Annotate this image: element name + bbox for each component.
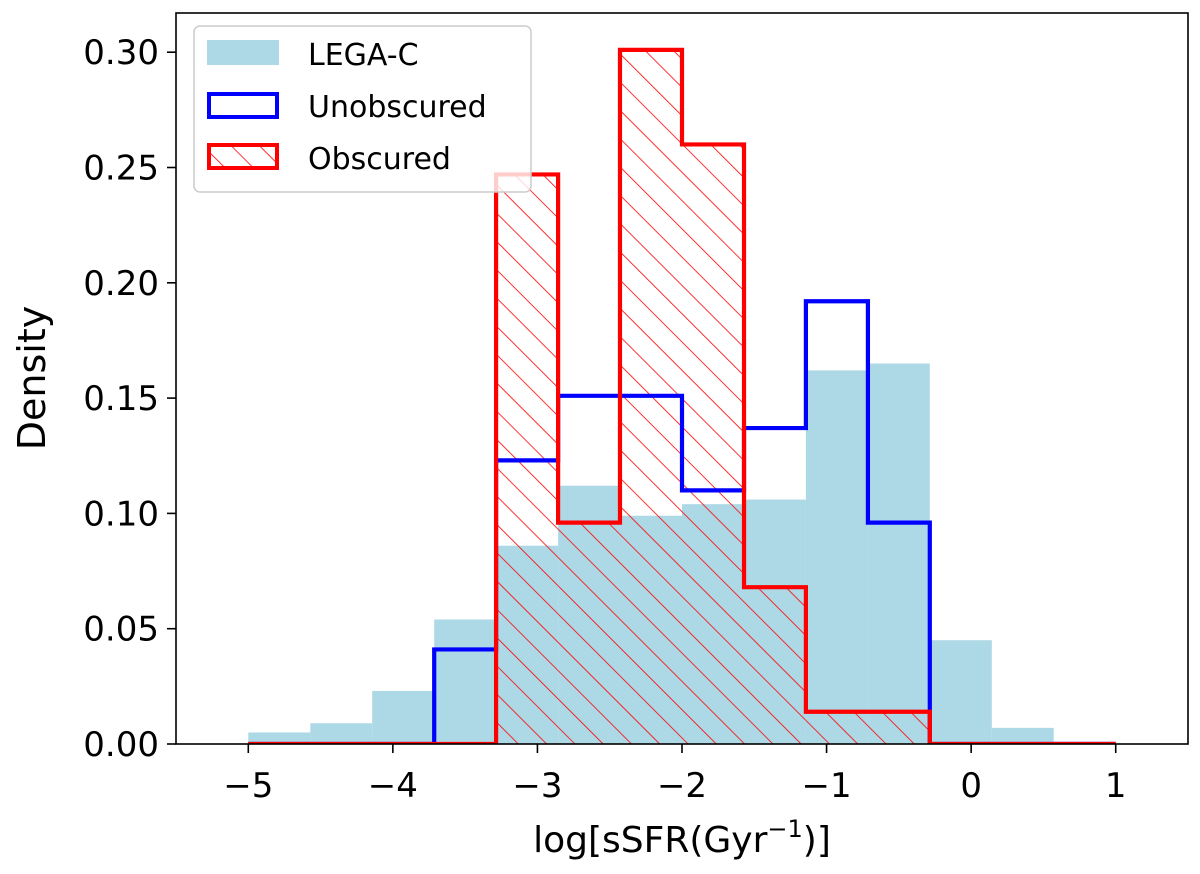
obscured-bar [867, 711, 930, 744]
legend-swatch-unobscured [207, 92, 279, 119]
legend: LEGA-C Unobscured Obscured [193, 25, 532, 193]
lega-c-bar [248, 732, 311, 744]
x-axis-label-sup: −1 [767, 815, 802, 843]
x-axis-ticks: −5 −4 −3 −2 −1 0 1 [223, 744, 1127, 806]
legend-label-lega-c: LEGA-C [308, 38, 419, 73]
lega-c-bar [867, 363, 930, 744]
obscured-bar [558, 522, 620, 744]
lega-c-bar [372, 690, 435, 744]
y-tick-label: 0.30 [83, 33, 159, 73]
obscured-bar [805, 711, 868, 744]
x-tick-label: −1 [802, 766, 852, 806]
y-axis-ticks: 0.00 0.05 0.10 0.15 0.20 0.25 0.30 [83, 33, 176, 765]
unobscured-step-line [248, 299, 1116, 744]
x-tick-label: −5 [223, 766, 273, 806]
y-axis-label: Density [10, 306, 54, 450]
x-tick-label: 0 [960, 766, 982, 806]
legend-swatch-lega-c [207, 40, 279, 65]
x-axis-label-main: log[sSFR(Gyr [533, 820, 767, 861]
y-tick-label: 0.10 [83, 494, 159, 534]
y-tick-label: 0.00 [83, 725, 159, 765]
lega-c-bar [310, 723, 373, 744]
obscured-step-line [248, 47, 1116, 744]
y-tick-label: 0.20 [83, 264, 159, 304]
x-axis-label-end: )] [803, 820, 831, 861]
y-tick-label: 0.15 [83, 379, 159, 419]
x-tick-label: −2 [657, 766, 707, 806]
x-tick-label: 1 [1105, 766, 1127, 806]
y-tick-label: 0.25 [83, 149, 159, 189]
lega-c-bar [991, 727, 1054, 744]
x-tick-label: −4 [368, 766, 418, 806]
lega-c-bar [434, 619, 497, 744]
legend-label-obscured: Obscured [308, 142, 451, 177]
lines-layer [248, 47, 1116, 744]
lega-c-bar [805, 370, 868, 744]
y-tick-label: 0.05 [83, 610, 159, 650]
legend-swatch-obscured [207, 143, 279, 170]
obscured-bar [744, 587, 806, 744]
x-tick-label: −3 [512, 766, 562, 806]
legend-label-unobscured: Unobscured [308, 90, 487, 125]
obscured-bar [682, 144, 745, 744]
x-axis-label: log[sSFR(Gyr−1)] [533, 815, 831, 861]
lega-c-bar [929, 640, 992, 744]
